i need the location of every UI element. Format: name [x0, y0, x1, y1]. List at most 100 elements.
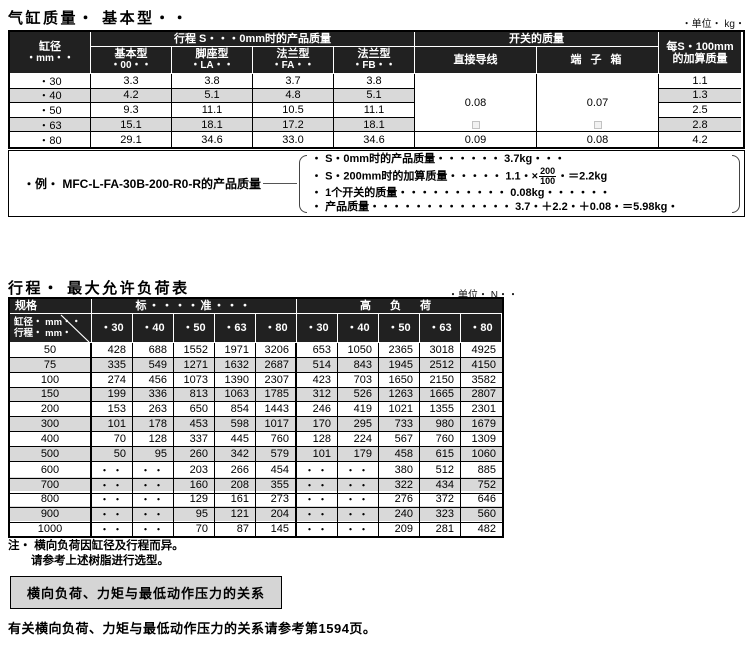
load-cell: ・・	[297, 506, 338, 524]
stroke-cell: 1000	[10, 521, 92, 538]
load-cell: 70	[92, 432, 133, 447]
load-cell: 336	[133, 387, 174, 403]
load-cell: 128	[133, 432, 174, 447]
left-bracket	[299, 154, 308, 213]
load-cell: 980	[420, 417, 461, 433]
load-cell: 312	[297, 387, 338, 403]
load-cell: ・・	[92, 476, 133, 494]
weight-cell: 3.7	[253, 74, 334, 89]
switch-terminal-weight-cell: 0.07	[537, 74, 659, 133]
col-header-bore-size: ・80	[256, 314, 297, 343]
load-cell: ・・	[338, 476, 379, 494]
cylinder-weight-table: 缸径 ・mm・・ 行程 S・・・0mm时的产品质量 开关的质量 每S・100mm…	[8, 30, 745, 149]
load-cell: 2807	[461, 388, 502, 403]
load-cell: 380	[379, 461, 420, 479]
load-cell: 281	[420, 521, 461, 538]
load-cell: ・・	[133, 476, 174, 494]
load-cell: ・・	[297, 491, 338, 509]
load-cell: 1443	[256, 402, 297, 418]
weight-cell: 18.1	[172, 117, 253, 133]
load-cell: 843	[338, 357, 379, 373]
right-bracket	[732, 154, 740, 213]
load-cell: 2687	[256, 357, 297, 373]
scan-artifact-box	[593, 121, 602, 130]
load-cell: 101	[92, 417, 133, 433]
load-cell: 1679	[461, 417, 502, 433]
stroke-cell: 600	[10, 461, 92, 479]
col-header-basic-type: 基本型 ・00・・	[91, 47, 172, 74]
load-cell: 1552	[174, 343, 215, 358]
load-cell: 153	[92, 402, 133, 418]
col-header-bore: 缸径 ・mm・・	[10, 32, 91, 74]
load-cell: 419	[338, 402, 379, 418]
section2-title: 行程・ 最大允许负荷表	[8, 280, 190, 297]
load-cell: 179	[338, 446, 379, 462]
load-cell: 129	[174, 491, 215, 509]
load-cell: 453	[174, 417, 215, 433]
load-cell: 1021	[379, 402, 420, 418]
table-row: 1000 ・・ ・・ 70 87 145 ・・	[10, 521, 502, 538]
load-cell: 276	[379, 491, 420, 509]
col-header-bore-size: ・30	[92, 314, 133, 343]
load-cell: 1355	[420, 402, 461, 418]
reference-line: 有关横向负荷、力矩与最低动作压力的关系请参考第1594页。	[8, 621, 377, 636]
relation-box-label: 横向负荷、力矩与最低动作压力的关系	[10, 576, 283, 609]
diagonal-line	[60, 314, 90, 343]
load-cell: 101	[297, 446, 338, 462]
bore-cell: ・40	[10, 88, 91, 104]
table-note: 注・ 横向负荷因缸径及行程而异。 请参考上述树脂进行选型。	[8, 539, 184, 569]
load-cell: 145	[256, 521, 297, 538]
example-calculation-list: ・ S・0mm时的产品质量・・・・・・ 3.7kg・・・ ・ S・200mm时的…	[307, 151, 732, 216]
load-cell: ・・	[133, 461, 174, 479]
load-cell: 526	[338, 387, 379, 403]
weight-cell: 4.8	[253, 88, 334, 104]
stroke-cell: 50	[10, 343, 92, 358]
load-cell: 456	[133, 372, 174, 388]
weight-cell: 17.2	[253, 117, 334, 133]
load-cell: ・・	[297, 521, 338, 538]
weight-example-box: ・例・ MFC-L-FA-30B-200-R0-R的产品质量 ・ S・0mm时的…	[8, 150, 745, 217]
table-row: 50 428 688 1552 1971 3206 653	[10, 343, 502, 358]
load-cell: ・・	[338, 506, 379, 524]
col-header-bore-size: ・50	[379, 314, 420, 343]
load-cell: 560	[461, 506, 502, 524]
load-cell: 1050	[338, 343, 379, 358]
load-cell: 428	[92, 343, 133, 358]
load-cell: 70	[174, 521, 215, 538]
weight-cell: 11.1	[334, 103, 415, 118]
load-cell: 445	[215, 432, 256, 447]
table-row: 300 101 178 453 598 1017 170	[10, 417, 502, 433]
load-cell: 335	[92, 357, 133, 373]
load-cell: 1309	[461, 432, 502, 447]
weight-cell: 34.6	[172, 132, 253, 147]
col-header-spec: 规格	[10, 299, 92, 314]
load-cell: 733	[379, 417, 420, 433]
load-cell: 274	[92, 372, 133, 388]
stroke-cell: 300	[10, 417, 92, 433]
col-header-added-weight: 每S・100mm 的加算质量	[659, 32, 741, 74]
load-cell: 1785	[256, 387, 297, 403]
stroke-cell: 150	[10, 387, 92, 403]
load-cell: 178	[133, 417, 174, 433]
scan-artifact-box	[471, 121, 480, 130]
load-cell: 337	[174, 432, 215, 447]
fraction: 200 100	[539, 165, 557, 186]
load-cell: 128	[297, 432, 338, 447]
load-cell: 813	[174, 387, 215, 403]
bore-unit: ・mm・・	[26, 52, 74, 64]
load-cell: 246	[297, 402, 338, 418]
weight-cell: 9.3	[91, 103, 172, 118]
weight-cell: 3.8	[334, 74, 415, 89]
group-header-product-weight: 行程 S・・・0mm时的产品质量	[91, 32, 415, 47]
example-line-1: ・ S・0mm时的产品质量・・・・・・ 3.7kg・・・	[311, 153, 566, 166]
table-row: 900 ・・ ・・ 95 121 204 ・・	[10, 506, 502, 524]
load-cell: 1060	[461, 447, 502, 462]
load-cell: 1971	[215, 343, 256, 358]
load-cell: 203	[174, 461, 215, 479]
load-cell: 1632	[215, 357, 256, 373]
bore-label: 缸径	[39, 40, 61, 53]
load-cell: 2365	[379, 343, 420, 358]
load-cell: 87	[215, 521, 256, 538]
load-cell: 263	[133, 402, 174, 418]
